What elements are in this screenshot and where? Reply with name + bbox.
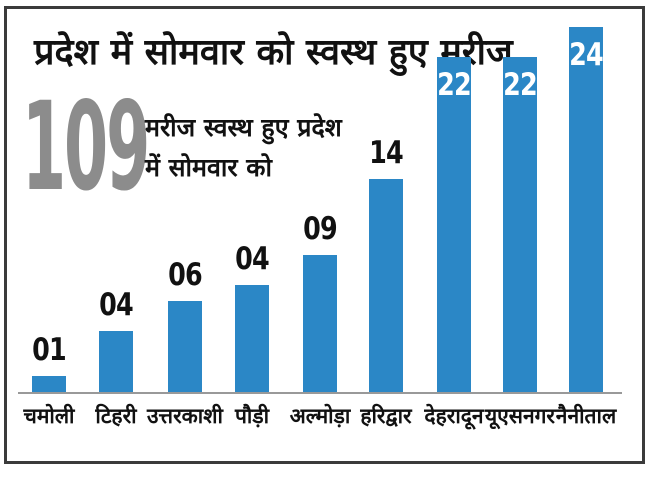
total-recovered-number: 109 xyxy=(22,76,150,218)
bar-value-label: 22 xyxy=(437,67,472,103)
x-axis-line xyxy=(18,392,622,394)
total-recovered-caption: मरीज स्वस्थ हुए प्रदेश में सोमवार को xyxy=(145,108,342,188)
bar-value-label: 09 xyxy=(303,211,338,247)
x-axis-label: उत्तरकाशी xyxy=(147,404,223,428)
chart-bar xyxy=(437,57,471,392)
x-axis-label: यूएसनगर xyxy=(484,404,556,428)
chart-bar xyxy=(369,179,403,392)
chart-bar xyxy=(235,285,269,392)
chart-bar xyxy=(99,331,133,392)
x-axis-label: टिहरी xyxy=(95,404,137,428)
bar-value-label: 24 xyxy=(569,37,604,73)
bar-value-label: 04 xyxy=(235,241,270,277)
chart-bar xyxy=(569,27,603,392)
chart-title: प्रदेश में सोमवार को स्वस्थ हुए मरीज xyxy=(34,32,513,73)
x-axis-label: चमोली xyxy=(23,404,75,428)
chart-bar xyxy=(168,301,202,392)
x-axis-label: अल्मोड़ा xyxy=(289,404,351,428)
chart-bar xyxy=(503,57,537,392)
x-axis-label: पौड़ी xyxy=(234,404,270,428)
bar-value-label: 06 xyxy=(168,257,203,293)
x-axis-label: देहरादून xyxy=(424,404,484,428)
caption-line-1: मरीज स्वस्थ हुए प्रदेश xyxy=(145,113,342,142)
chart-bar xyxy=(303,255,337,392)
caption-line-2: में सोमवार को xyxy=(145,153,272,182)
bar-value-label: 04 xyxy=(99,287,134,323)
bar-value-label: 14 xyxy=(369,135,404,171)
x-axis-label: नैनीताल xyxy=(555,404,617,428)
bar-value-label: 22 xyxy=(503,67,538,103)
chart-bar xyxy=(32,376,66,392)
x-axis-label: हरिद्वार xyxy=(360,404,412,428)
bar-value-label: 01 xyxy=(32,332,67,368)
